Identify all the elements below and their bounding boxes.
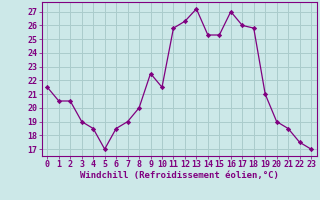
X-axis label: Windchill (Refroidissement éolien,°C): Windchill (Refroidissement éolien,°C): [80, 171, 279, 180]
